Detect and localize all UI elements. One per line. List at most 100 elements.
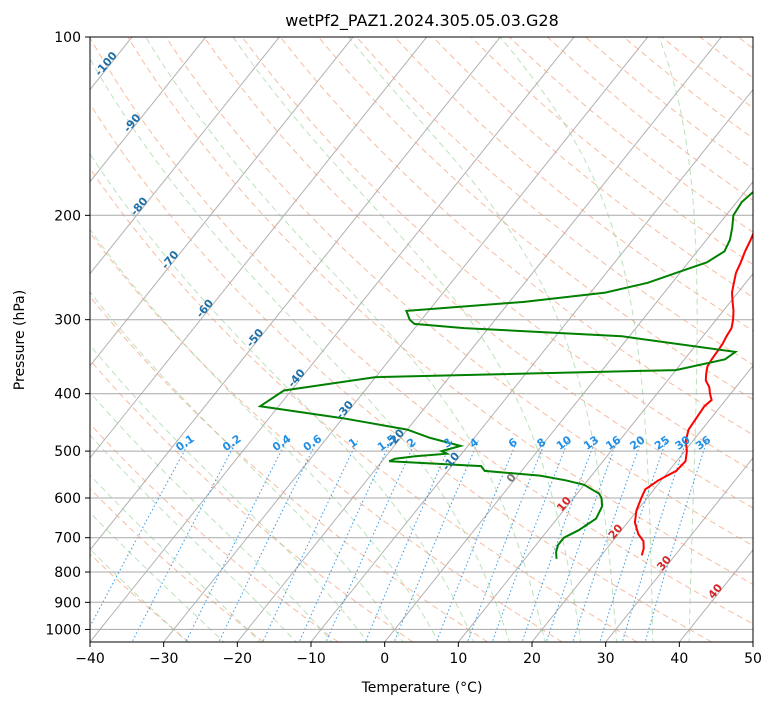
y-tick-label: 300 xyxy=(54,313,81,329)
dry-adiabat-line xyxy=(90,553,190,642)
x-axis-label: Temperature (°C) xyxy=(361,680,483,696)
isotherm-line xyxy=(90,37,575,642)
dry-adiabat-line xyxy=(470,37,753,266)
y-tick-label: 700 xyxy=(54,531,81,547)
dry-adiabat-line xyxy=(432,37,753,298)
isotherm-label: 40 xyxy=(705,581,725,601)
x-tick-label: −30 xyxy=(149,651,179,667)
pressure-gridlines xyxy=(90,37,753,630)
mixing-ratio-line xyxy=(185,440,287,642)
dry-adiabat-line xyxy=(241,37,753,472)
isotherm-line xyxy=(457,272,753,642)
isotherm-label: -50 xyxy=(244,326,267,350)
dry-adiabat-line xyxy=(90,37,753,625)
isotherm-line xyxy=(752,641,753,642)
x-tick-label: −10 xyxy=(296,651,326,667)
dry-adiabat-line xyxy=(90,295,488,642)
moist-adiabat-line xyxy=(90,344,369,642)
dry-adiabat-line xyxy=(318,37,753,401)
mixing-ratio-label: 4 xyxy=(467,435,481,450)
dry-adiabat-line xyxy=(737,37,753,49)
moist-adiabat-line xyxy=(658,37,698,642)
moist-adiabat-line xyxy=(90,153,475,642)
y-tick-label: 100 xyxy=(54,30,81,46)
x-tick-label: −40 xyxy=(75,651,105,667)
dry-adiabat-line xyxy=(165,37,753,547)
moist-adiabat-line xyxy=(90,57,510,642)
mixing-ratio-label: 30 xyxy=(673,433,693,453)
plot-frame xyxy=(89,36,754,643)
isotherm-line xyxy=(310,88,753,642)
dry-adiabat-line xyxy=(203,37,753,509)
mixing-ratio-line xyxy=(521,440,596,642)
x-axis-ticks: −40 −30 −20 −10 0 10 20 30 40 50 xyxy=(75,642,762,667)
isotherm-line xyxy=(90,37,207,183)
dry-adiabat-line xyxy=(127,37,753,586)
moist-adiabat-line xyxy=(90,391,333,642)
dewpoint-line xyxy=(257,190,753,559)
isotherm-line xyxy=(384,180,753,642)
mixing-ratio-label: 6 xyxy=(506,435,520,450)
isotherm-label: -60 xyxy=(193,297,216,321)
mixing-ratio-line xyxy=(364,440,453,642)
mixing-ratio-line xyxy=(393,440,479,642)
temperature-line xyxy=(633,231,753,556)
mixing-ratio-line xyxy=(435,440,518,642)
moist-adiabat-line xyxy=(90,511,225,642)
isotherm-line xyxy=(236,37,722,642)
moist-adiabat-line xyxy=(90,291,404,642)
mixing-ratio-line xyxy=(325,440,417,642)
isotherm-line xyxy=(90,37,428,459)
isotherm-line xyxy=(90,37,354,367)
mixing-ratio-label: 16 xyxy=(603,433,623,453)
dry-adiabat-line xyxy=(90,231,563,642)
isotherm-line xyxy=(0,10,6,654)
isotherm-line xyxy=(90,37,501,551)
mixing-ratio-line xyxy=(572,440,642,642)
isotherm-line xyxy=(90,37,280,275)
mixing-ratio-label: 13 xyxy=(581,433,601,452)
mixing-ratio-line xyxy=(466,440,546,642)
chart-title: wetPf2_PAZ1.2024.305.05.03.G28 xyxy=(285,11,559,31)
mixing-ratio-line xyxy=(599,440,667,642)
y-tick-label: 400 xyxy=(54,387,81,403)
y-tick-label: 900 xyxy=(54,595,81,611)
mixing-ratio-line xyxy=(491,440,569,642)
x-tick-label: −20 xyxy=(223,651,253,667)
moist-adiabat-line xyxy=(90,434,297,642)
dry-adiabat-line xyxy=(90,103,712,642)
isotherm-label: -10 xyxy=(440,449,463,473)
mixing-ratio-label: 20 xyxy=(627,433,647,453)
mixing-ratio-line xyxy=(218,440,318,642)
mixing-ratio-line xyxy=(90,440,191,628)
dry-adiabat-line xyxy=(699,37,753,79)
y-tick-label: 1000 xyxy=(45,622,81,638)
isotherm-label: -100 xyxy=(92,49,120,79)
dry-adiabat-line xyxy=(356,37,753,366)
x-tick-label: 10 xyxy=(449,651,467,667)
isotherm-line xyxy=(605,457,753,642)
isotherm-line xyxy=(678,549,753,642)
isotherm-label: -80 xyxy=(128,194,151,218)
mixing-ratio-line xyxy=(621,440,687,642)
isotherm-label: 20 xyxy=(606,521,626,541)
dry-adiabat-line xyxy=(394,37,753,332)
isotherm-label: 10 xyxy=(554,494,574,514)
mixing-ratio-line xyxy=(131,440,238,642)
moist-adiabat-line xyxy=(90,228,440,642)
mixing-ratio-label: 1 xyxy=(346,436,360,451)
y-tick-label: 600 xyxy=(54,491,81,507)
mixing-ratio-label: 2 xyxy=(405,436,419,451)
isotherm-line xyxy=(163,37,649,642)
y-tick-label: 800 xyxy=(54,565,81,581)
x-tick-label: 20 xyxy=(523,651,541,667)
mixing-ratio-label: 10 xyxy=(554,433,574,453)
y-tick-label: 200 xyxy=(54,208,81,224)
dry-adiabat-line xyxy=(585,37,753,170)
y-axis-label: Pressure (hPa) xyxy=(12,290,28,390)
x-tick-label: 50 xyxy=(744,651,762,667)
dry-adiabat-line xyxy=(90,359,414,642)
isotherm-line xyxy=(531,364,753,642)
sounding-series xyxy=(257,190,753,559)
